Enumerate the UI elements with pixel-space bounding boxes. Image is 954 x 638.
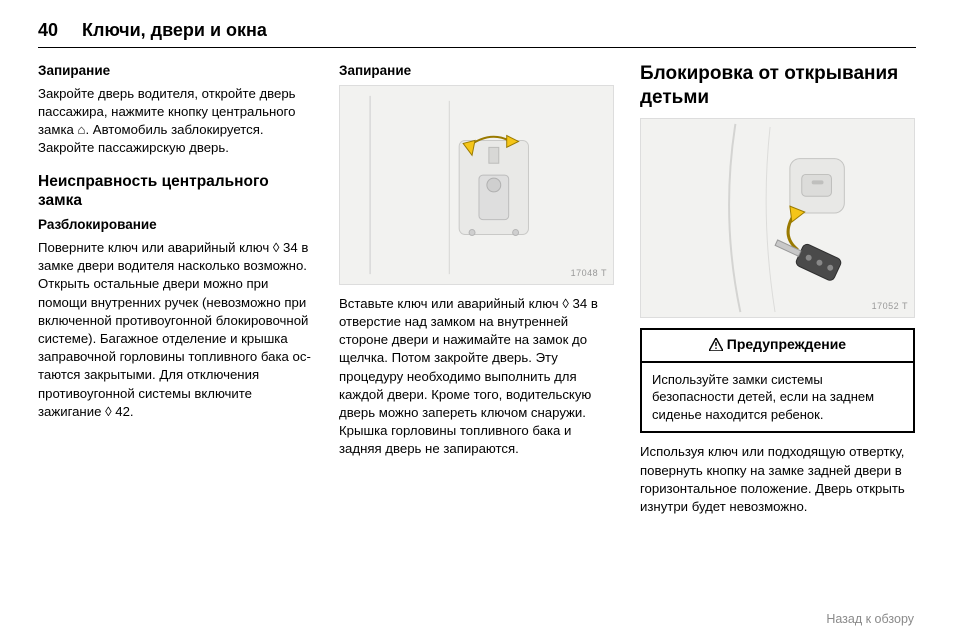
figure-label: 17048 T xyxy=(571,267,607,279)
column-1: Запирание Закройте дверь водителя, откро… xyxy=(38,62,313,522)
warning-header: Предупреждение xyxy=(642,330,913,363)
page-header: 40 Ключи, двери и окна xyxy=(38,20,916,48)
heading-central-lock-fault: Неисправность центрального замка xyxy=(38,172,313,211)
heading-locking-2: Запирание xyxy=(339,62,614,81)
paragraph-locking: Закройте дверь водителя, откройте дверь … xyxy=(38,85,313,158)
warning-body: Используйте замки системы безопасности д… xyxy=(642,363,913,432)
paragraph-unlocking: Поверните ключ или аварийный ключ ◊ 34 в… xyxy=(38,239,313,421)
door-lock-illustration xyxy=(340,86,613,284)
page-number: 40 xyxy=(38,20,58,41)
column-3: Блокировка от открывания детьми xyxy=(640,62,915,522)
warning-icon xyxy=(709,337,723,356)
paragraph-child-lock: Используя ключ или подходящую отвертку, … xyxy=(640,443,915,516)
warning-box: Предупреждение Используйте замки системы… xyxy=(640,328,915,434)
heading-locking: Запирание xyxy=(38,62,313,81)
back-to-overview-link[interactable]: Назад к обзору xyxy=(826,612,914,626)
manual-page: 40 Ключи, двери и окна Запирание Закройт… xyxy=(0,0,954,638)
column-2: Запирание xyxy=(339,62,614,522)
figure-label-2: 17052 T xyxy=(872,300,908,312)
paragraph-locking-2: Вставьте ключ или аварийный ключ ◊ 34 в … xyxy=(339,295,614,459)
heading-child-lock: Блокировка от открывания детьми xyxy=(640,62,915,110)
heading-unlocking: Разблокирование xyxy=(38,216,313,235)
warning-title: Предупреждение xyxy=(727,336,846,352)
figure-door-lock: 17048 T xyxy=(339,85,614,285)
content-columns: Запирание Закройте дверь водителя, откро… xyxy=(38,62,916,522)
child-lock-illustration xyxy=(641,119,914,317)
figure-child-lock: 17052 T xyxy=(640,118,915,318)
chapter-title: Ключи, двери и окна xyxy=(82,20,267,41)
